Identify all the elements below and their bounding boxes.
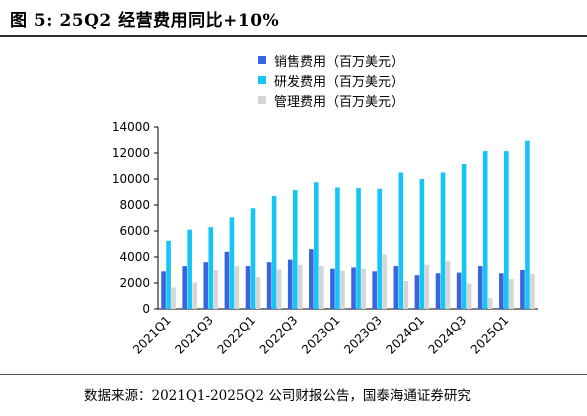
legend-swatch-admin <box>258 96 266 104</box>
bar-admin <box>382 254 387 309</box>
bar-sales <box>287 259 293 309</box>
bar-rd <box>461 164 467 309</box>
figure-title: 图 5: 25Q2 经营费用同比+10% <box>10 11 280 31</box>
bar-rd <box>356 188 361 309</box>
y-tick-label: 0 <box>142 302 150 316</box>
bar-admin <box>319 266 324 309</box>
bar-admin <box>424 264 430 309</box>
bar-rd <box>187 229 192 309</box>
legend-label-admin: 管理费用（百万美元） <box>274 94 405 110</box>
y-tick-label: 12000 <box>112 146 150 160</box>
x-tick-label: 2023Q3 <box>341 313 385 357</box>
bar-admin <box>445 260 451 309</box>
bar-sales <box>224 251 230 309</box>
bar-rd <box>292 190 298 309</box>
legend-label-rd: 研发费用（百万美元） <box>274 74 405 90</box>
bar-sales <box>520 270 525 309</box>
bar-admin <box>466 283 472 309</box>
bar-rd <box>250 208 256 309</box>
y-tick-label: 6000 <box>119 224 150 238</box>
bar-admin <box>192 282 197 309</box>
bar-admin <box>361 268 366 309</box>
bar-sales <box>203 262 209 309</box>
bar-admin <box>403 281 409 309</box>
x-tick-label: 2023Q1 <box>299 313 343 357</box>
bar-admin <box>487 297 493 309</box>
x-tick-label: 2021Q3 <box>172 313 216 357</box>
bar-sales <box>309 249 314 309</box>
bar-admin <box>276 269 282 309</box>
bar-rd <box>440 172 446 309</box>
x-tick-label: 2022Q1 <box>215 313 259 357</box>
chart-legend: 销售费用（百万美元） 研发费用（百万美元） 管理费用（百万美元） <box>258 50 404 110</box>
bar-sales <box>435 273 441 309</box>
bar-admin <box>255 277 261 309</box>
bar-rd <box>314 182 319 309</box>
bar-rd <box>504 151 509 309</box>
bar-admin <box>297 264 303 309</box>
y-tick-label: 14000 <box>112 120 150 134</box>
legend-swatch-rd <box>258 76 266 84</box>
bar-rd <box>271 195 277 309</box>
x-tick-label: 2024Q1 <box>383 313 427 357</box>
bar-sales <box>161 271 166 309</box>
bar-rd <box>335 187 340 309</box>
bar-rd <box>419 179 425 309</box>
bar-rd <box>166 240 171 309</box>
bar-sales <box>351 267 356 309</box>
x-tick-label: 2025Q1 <box>468 313 512 357</box>
bar-rd <box>482 151 488 309</box>
y-tick-label: 10000 <box>112 172 150 186</box>
legend-label-sales: 销售费用（百万美元） <box>274 54 405 70</box>
bar-admin <box>234 266 240 309</box>
legend-item-admin: 管理费用（百万美元） <box>258 90 404 110</box>
x-tick-label: 2021Q1 <box>130 313 174 357</box>
bar-sales <box>477 266 483 309</box>
y-tick-label: 4000 <box>119 250 150 264</box>
source-note: 数据来源：2021Q1-2025Q2 公司财报公告，国泰海通证券研究 <box>84 388 471 404</box>
bar-rd <box>208 227 214 309</box>
y-tick-label: 2000 <box>119 276 150 290</box>
legend-item-sales: 销售费用（百万美元） <box>258 50 404 70</box>
bar-admin <box>530 273 535 309</box>
bar-sales <box>245 266 251 309</box>
y-tick-label: 8000 <box>119 198 150 212</box>
x-tick-label: 2024Q3 <box>426 313 470 357</box>
bar-rd <box>229 217 235 309</box>
bar-sales <box>266 262 272 309</box>
x-tick-label: 2022Q3 <box>257 313 301 357</box>
footer-divider <box>0 374 587 375</box>
bar-sales <box>456 272 462 309</box>
bar-admin <box>213 270 219 309</box>
bar-sales <box>393 266 399 309</box>
bar-admin <box>340 270 345 309</box>
bar-sales <box>182 266 187 309</box>
bar-chart: 020004000600080001000012000140002021Q120… <box>112 120 538 357</box>
bar-sales <box>499 273 504 309</box>
title-divider <box>0 35 587 37</box>
bar-rd <box>398 172 404 309</box>
bar-rd <box>525 140 530 309</box>
legend-swatch-sales <box>258 56 266 64</box>
bar-admin <box>509 279 514 309</box>
bar-sales <box>330 268 335 309</box>
bar-sales <box>372 271 377 309</box>
bar-sales <box>414 275 420 309</box>
bar-admin <box>171 287 176 309</box>
legend-item-rd: 研发费用（百万美元） <box>258 70 404 90</box>
bar-rd <box>377 188 382 309</box>
